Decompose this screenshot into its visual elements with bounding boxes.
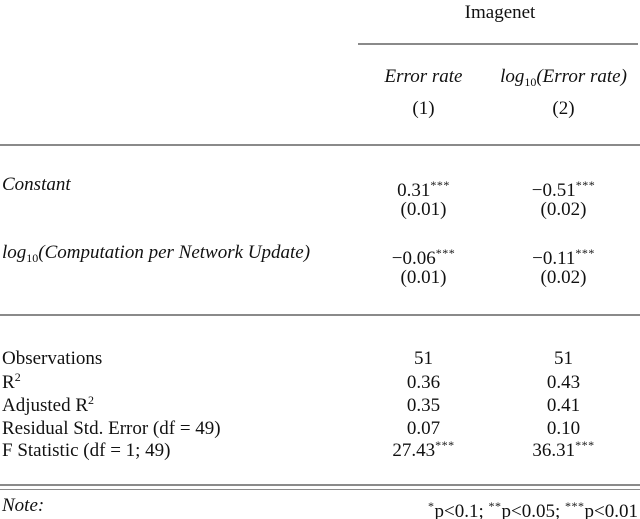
stats-value: 0.36 <box>406 372 441 393</box>
se-row-spacer <box>0 199 360 221</box>
significance-stars: *** <box>575 246 595 260</box>
legend-star-2: ** <box>488 499 502 513</box>
stats-label-text: F Statistic (df = 1; 49) <box>2 440 171 461</box>
coef-label-computation-text: log <box>2 242 27 263</box>
se-computation-col1: (0.01) <box>400 267 447 288</box>
stats-value: 0.35 <box>406 395 441 416</box>
stats-label-text: R <box>2 372 15 393</box>
model-number-spacer <box>0 98 360 120</box>
stats-value-adjusted-r2-col1: 0.35 <box>360 389 487 416</box>
stats-value: 0.07 <box>406 418 441 439</box>
legend-text-2: p<0.05; <box>501 501 566 519</box>
se-constant-col1: (0.01) <box>400 199 447 220</box>
coef-value-computation-col2: −0.11*** <box>487 241 640 269</box>
stats-value: 51 <box>554 348 573 369</box>
stats-label-r2: R2 <box>0 366 360 393</box>
stats-label-text: Residual Std. Error (df = 49) <box>2 418 221 439</box>
column-header-row: Error rate log10(Error rate) <box>0 65 640 89</box>
stats-value-residual-se-col2: 0.10 <box>487 412 640 439</box>
stats-value-observations-col1: 51 <box>360 342 487 369</box>
table-rule-bottom-lower <box>0 488 640 491</box>
stats-label-adjusted-r2: Adjusted R2 <box>0 389 360 416</box>
significance-stars: *** <box>435 246 456 260</box>
stats-row-observations: Observations 51 51 <box>0 342 640 369</box>
coef-value-constant-col2: −0.51*** <box>487 174 640 201</box>
significance-stars: *** <box>575 178 596 192</box>
column-header-2: log10(Error rate) <box>487 65 640 89</box>
model-number-row: (1) (2) <box>0 98 640 120</box>
stats-value: 0.41 <box>546 395 581 416</box>
column-header-2-rest: (Error rate) <box>536 66 627 87</box>
stats-value: 27.43 <box>392 440 436 461</box>
model-number-2: (2) <box>552 98 575 119</box>
se-row-computation: (0.01) (0.02) <box>0 267 640 289</box>
significance-stars: *** <box>575 438 595 452</box>
group-header-imagenet: Imagenet <box>464 2 536 23</box>
stats-label-text: Observations <box>2 348 103 369</box>
coef-label-constant-text: Constant <box>2 174 71 195</box>
stats-value-r2-col2: 0.43 <box>487 366 640 393</box>
se-row-constant: (0.01) (0.02) <box>0 199 640 221</box>
stats-row-f-statistic: F Statistic (df = 1; 49) 27.43*** 36.31*… <box>0 434 640 461</box>
note-row: Note: *p<0.1; **p<0.05; ***p<0.01 <box>0 495 640 519</box>
table-rule-bottom-upper <box>0 484 640 486</box>
coef-value-constant-col1: 0.31*** <box>360 174 487 201</box>
significance-legend: *p<0.1; **p<0.05; ***p<0.01 <box>360 495 638 519</box>
coef-estimate: −0.06 <box>391 248 436 269</box>
note-label: Note: <box>2 495 45 516</box>
group-header-rule <box>358 43 638 45</box>
stats-label-observations: Observations <box>0 342 360 369</box>
legend-star-1: * <box>428 499 435 513</box>
stats-value: 0.43 <box>546 372 581 393</box>
stats-value-adjusted-r2-col2: 0.41 <box>487 389 640 416</box>
column-header-1: Error rate <box>360 65 487 89</box>
stats-row-adjusted-r2: Adjusted R2 0.35 0.41 <box>0 389 640 416</box>
coef-label-computation: log10(Computation per Network Update) <box>0 241 360 265</box>
coef-estimate: 0.31 <box>397 180 431 201</box>
coef-estimate: −0.51 <box>531 180 576 201</box>
stats-value: 51 <box>414 348 433 369</box>
stats-value-r2-col1: 0.36 <box>360 366 487 393</box>
stats-label-residual-se: Residual Std. Error (df = 49) <box>0 412 360 439</box>
stats-label-text: Adjusted R <box>2 395 89 416</box>
table-rule-top <box>0 144 640 146</box>
legend-text-1: p<0.1; <box>434 501 489 519</box>
coef-label-computation-rest: (Computation per Network Update) <box>38 242 311 263</box>
column-header-2-text: log <box>500 66 525 87</box>
stats-value-residual-se-col1: 0.07 <box>360 412 487 439</box>
coef-row-constant: Constant 0.31*** −0.51*** <box>0 174 640 201</box>
coef-label-computation-subscript: 10 <box>26 251 39 265</box>
stats-value: 0.10 <box>546 418 581 439</box>
table-rule-middle <box>0 314 640 316</box>
column-header-2-subscript: 10 <box>524 75 537 89</box>
significance-stars: *** <box>435 438 455 452</box>
model-number-1: (1) <box>412 98 435 119</box>
legend-text-3: p<0.01 <box>584 501 638 519</box>
se-computation-col2: (0.02) <box>540 267 587 288</box>
coef-estimate: −0.11 <box>532 248 576 269</box>
stats-label-superscript: 2 <box>88 393 95 407</box>
significance-stars: *** <box>430 178 450 192</box>
coef-value-computation-col1: −0.06*** <box>360 241 487 269</box>
stats-value: 36.31 <box>532 440 576 461</box>
stats-row-r2: R2 0.36 0.43 <box>0 366 640 393</box>
group-header-row: Imagenet <box>0 2 640 24</box>
coef-label-constant: Constant <box>0 174 360 196</box>
column-header-1-text: Error rate <box>384 66 463 87</box>
stats-label-f-statistic: F Statistic (df = 1; 49) <box>0 434 360 461</box>
column-header-spacer <box>0 65 360 89</box>
stats-value-f-statistic-col1: 27.43*** <box>360 434 487 461</box>
coef-row-computation: log10(Computation per Network Update) −0… <box>0 241 640 269</box>
legend-star-3: *** <box>565 499 585 513</box>
se-constant-col2: (0.02) <box>540 199 587 220</box>
stats-row-residual-se: Residual Std. Error (df = 49) 0.07 0.10 <box>0 412 640 439</box>
se-row-spacer <box>0 267 360 289</box>
stats-value-observations-col2: 51 <box>487 342 640 369</box>
stats-label-superscript: 2 <box>14 370 22 384</box>
stats-value-f-statistic-col2: 36.31*** <box>487 434 640 461</box>
